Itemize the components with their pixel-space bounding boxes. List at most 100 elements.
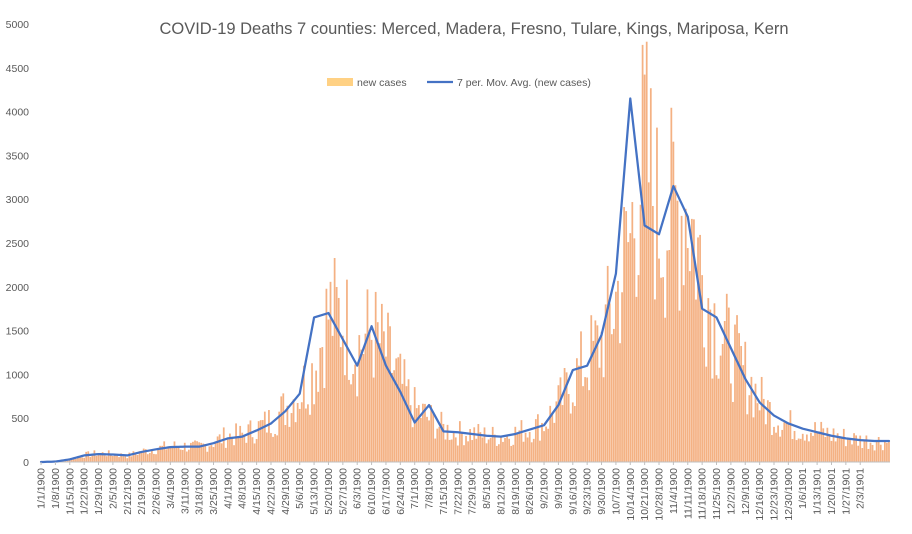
bar-new-cases: [253, 443, 256, 462]
bar-new-cases: [114, 454, 116, 462]
x-tick-label: 1/20/1901: [826, 468, 838, 515]
bar-new-cases: [405, 386, 408, 462]
bar-new-cases: [651, 205, 654, 463]
bar-new-cases: [795, 440, 798, 462]
bar-new-cases: [873, 450, 876, 462]
x-tick-label: 4/29/1900: [280, 468, 292, 515]
bar-new-cases: [383, 331, 385, 462]
bar-new-cases: [397, 357, 400, 462]
bar-new-cases: [859, 435, 862, 462]
bar-new-cases: [311, 363, 313, 462]
legend-label-moving-average: 7 per. Mov. Avg. (new cases): [457, 77, 591, 89]
bar-new-cases: [430, 405, 432, 462]
bar-new-cases: [600, 331, 603, 462]
bar-new-cases: [251, 437, 254, 462]
x-tick-label: 4/15/1900: [251, 468, 263, 515]
bar-new-cases: [79, 456, 81, 462]
bar-new-cases: [573, 406, 576, 462]
bar-new-cases: [623, 207, 625, 462]
x-tick-label: 12/2/1900: [725, 468, 737, 515]
bar-new-cases: [719, 355, 722, 462]
bar-new-cases: [541, 422, 543, 462]
y-tick-label: 0: [23, 457, 29, 469]
bar-new-cases: [348, 379, 350, 462]
bar-new-cases: [471, 440, 474, 462]
bar-new-cases: [553, 422, 556, 462]
bar-new-cases: [360, 349, 363, 462]
bar-new-cases: [68, 459, 71, 462]
bar-new-cases: [218, 434, 221, 462]
x-tick-label: 12/9/1900: [740, 468, 752, 515]
bar-new-cases: [867, 448, 870, 462]
bar-new-cases: [491, 426, 494, 462]
bar-new-cases: [146, 454, 149, 462]
bar-new-cases: [368, 329, 371, 462]
bar-new-cases: [711, 378, 714, 462]
x-tick-label: 9/9/1900: [553, 468, 565, 509]
bar-new-cases: [300, 402, 303, 462]
x-tick-label: 2/19/1900: [136, 468, 148, 515]
x-tick-label: 7/1/1900: [409, 468, 421, 509]
bar-new-cases: [612, 328, 615, 462]
bar-new-cases: [341, 335, 344, 462]
bar-new-cases: [196, 441, 198, 462]
bar-new-cases: [151, 450, 153, 462]
bar-new-cases: [247, 424, 250, 462]
bar-new-cases: [204, 444, 207, 462]
bar-new-cases: [403, 359, 406, 462]
bar-new-cases: [670, 107, 673, 462]
bar-new-cases: [426, 416, 428, 462]
bar-new-cases: [112, 456, 114, 462]
bar-new-cases: [222, 427, 225, 462]
bar-new-cases: [871, 444, 874, 462]
bar-new-cases: [555, 401, 558, 462]
x-tick-label: 1/1/1900: [36, 468, 48, 509]
y-tick-label: 3500: [6, 150, 30, 162]
bar-new-cases: [302, 365, 305, 462]
bar-new-cases: [321, 347, 324, 462]
x-tick-label: 7/15/1900: [438, 468, 450, 515]
bar-new-cases: [717, 378, 720, 462]
y-axis-ticks: 0 500 1000 1500 2000 2500 3000 3500 4000 4500 5000: [6, 19, 30, 469]
bar-new-cases: [288, 426, 291, 462]
bar-new-cases: [666, 250, 669, 462]
bar-new-cases: [148, 452, 151, 462]
bar-new-cases: [697, 237, 699, 462]
x-tick-label: 3/4/1900: [165, 468, 177, 509]
x-tick-label: 11/4/1900: [668, 468, 680, 514]
bar-new-cases: [715, 375, 718, 462]
x-tick-label: 9/2/1900: [539, 468, 551, 509]
bar-new-cases: [181, 449, 184, 462]
bar-new-cases: [744, 341, 747, 462]
bar-new-cases: [200, 442, 203, 462]
bar-new-cases: [604, 304, 607, 462]
bar-new-cases: [87, 451, 90, 462]
bar-new-cases: [323, 388, 326, 462]
bar-new-cases: [140, 452, 143, 462]
bar-new-cases: [409, 405, 412, 462]
bar-new-cases: [489, 437, 492, 462]
bar-new-cases: [563, 368, 566, 462]
bar-new-cases: [305, 408, 307, 462]
bar-new-cases: [576, 358, 578, 462]
x-tick-label: 6/10/1900: [366, 468, 378, 515]
bar-new-cases: [270, 433, 272, 462]
bar-new-cases: [198, 442, 200, 462]
bar-new-cases: [678, 310, 681, 462]
x-tick-label: 4/22/1900: [265, 468, 277, 515]
bar-new-cases: [290, 413, 293, 462]
x-tick-label: 5/13/1900: [309, 468, 321, 515]
bar-new-cases: [674, 185, 677, 462]
bar-new-cases: [376, 322, 379, 462]
bar-new-cases: [333, 258, 336, 462]
bar-new-cases: [608, 303, 611, 462]
bar-new-cases: [766, 400, 769, 462]
bar-new-cases: [734, 324, 736, 462]
bar-new-cases: [830, 440, 833, 462]
bar-new-cases: [387, 312, 389, 462]
bar-new-cases: [705, 366, 708, 462]
bar-new-cases: [159, 445, 161, 462]
bar-new-cases: [179, 449, 182, 462]
bar-new-cases: [641, 44, 644, 462]
bar-new-cases: [707, 298, 710, 462]
